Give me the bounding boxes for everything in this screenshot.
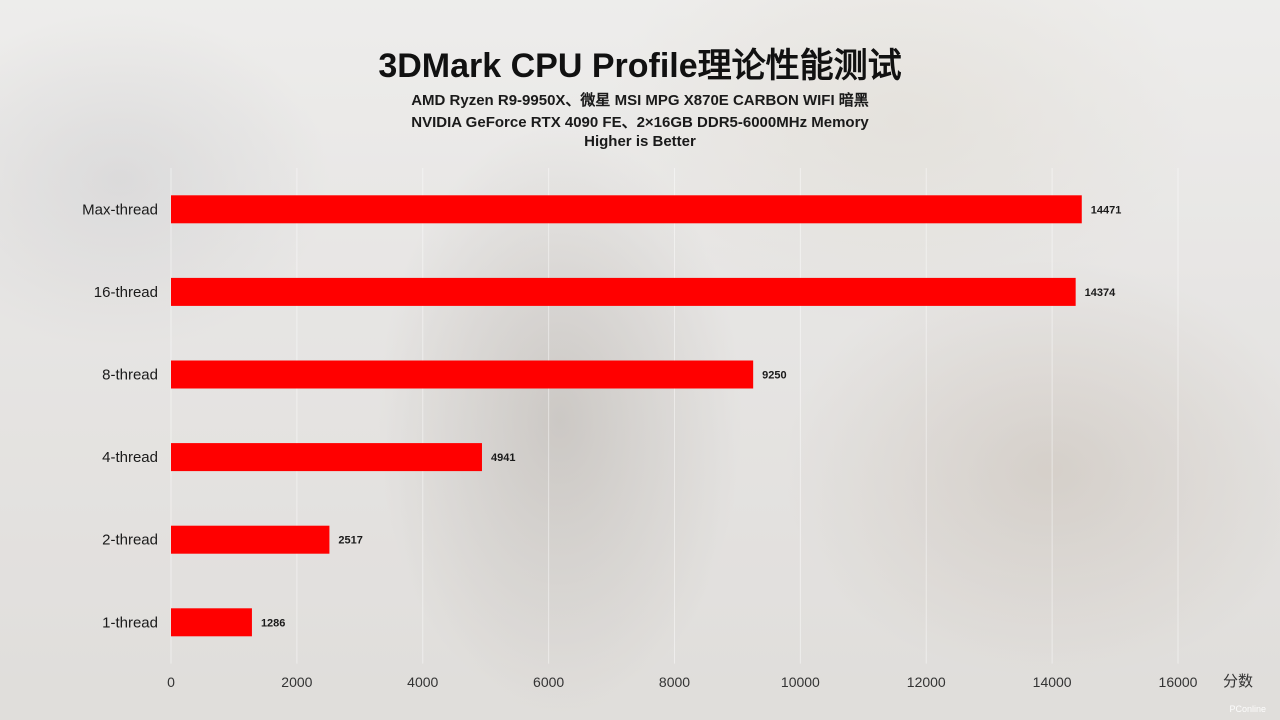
chart-title: 3DMark CPU Profile理论性能测试: [378, 47, 902, 85]
value-label-2-thread: 2517: [338, 535, 362, 547]
x-axis-unit-label: 分数: [1223, 672, 1253, 690]
value-label-8-thread: 9250: [762, 370, 786, 382]
bar-2-thread: [171, 525, 330, 554]
x-tick-label-3: 6000: [533, 674, 564, 690]
bar-4-thread: [171, 443, 482, 472]
chart-subtitle-hardware-2: NVIDIA GeForce RTX 4090 FE、2×16GB DDR5-6…: [411, 114, 869, 131]
category-label-8-thread: 8-thread: [102, 367, 158, 384]
x-tick-label-0: 0: [167, 674, 175, 690]
x-tick-label-7: 14000: [1033, 674, 1072, 690]
x-tick-label-5: 10000: [781, 674, 820, 690]
x-tick-label-8: 16000: [1159, 674, 1198, 690]
category-label-2-thread: 2-thread: [102, 532, 158, 549]
bar-max-thread: [171, 195, 1082, 224]
bar-8-thread: [171, 360, 754, 389]
bar-16-thread: [171, 277, 1076, 306]
category-label-1-thread: 1-thread: [102, 614, 158, 631]
value-label-1-thread: 1286: [261, 617, 285, 629]
value-label-max-thread: 14471: [1091, 204, 1122, 216]
chart-subtitle-hardware-1: AMD Ryzen R9-9950X、微星 MSI MPG X870E CARB…: [411, 92, 869, 109]
x-tick-label-4: 8000: [659, 674, 690, 690]
value-label-4-thread: 4941: [491, 452, 515, 464]
x-tick-label-2: 4000: [407, 674, 438, 690]
category-label-16-thread: 16-thread: [94, 284, 158, 301]
watermark: PConline: [1229, 704, 1266, 714]
category-label-4-thread: 4-thread: [102, 449, 158, 466]
category-label-max-thread: Max-thread: [82, 201, 158, 218]
bar-1-thread: [171, 608, 252, 637]
x-tick-label-1: 2000: [281, 674, 312, 690]
chart-subtitle-note: Higher is Better: [584, 133, 696, 150]
value-label-16-thread: 14374: [1085, 287, 1116, 299]
x-tick-label-6: 12000: [907, 674, 946, 690]
